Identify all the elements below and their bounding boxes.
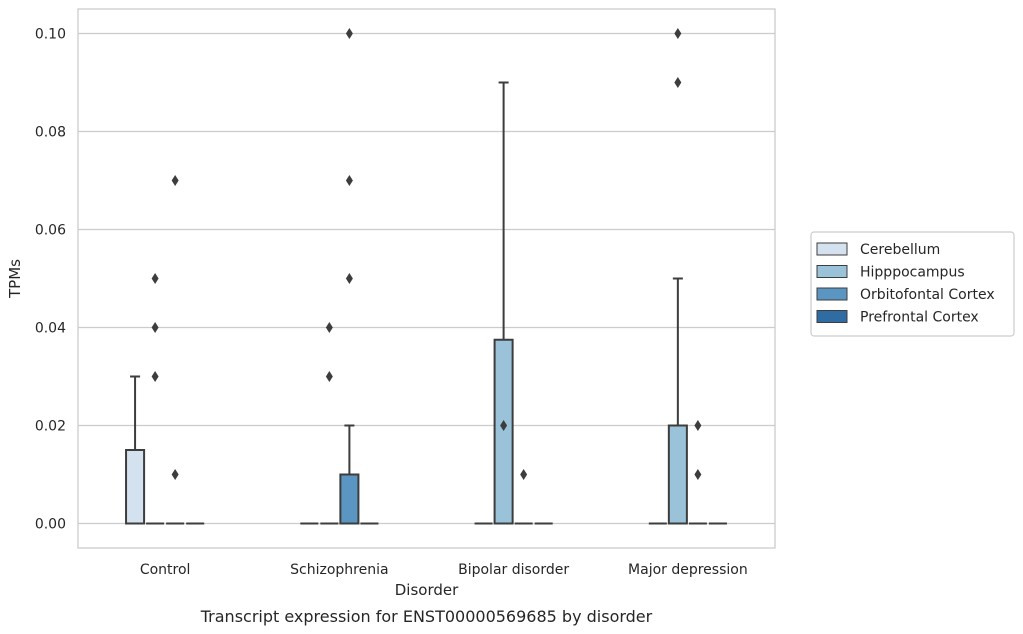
box-1-3	[667, 28, 688, 525]
outlier-point	[151, 322, 159, 333]
legend-label: Prefrontal Cortex	[860, 310, 979, 326]
box-body	[125, 449, 146, 525]
legend-swatch	[816, 287, 848, 301]
box-body	[339, 473, 360, 525]
outlier-point	[345, 175, 353, 186]
y-tick-label: 0.08	[35, 125, 66, 141]
x-axis-title: Disorder	[395, 581, 459, 599]
outlier-point	[325, 322, 333, 333]
x-tick-labels: Control Schizophrenia Bipolar disorder Majo…	[140, 562, 748, 578]
outlier-point	[520, 469, 528, 480]
legend-label: Cerebellum	[860, 242, 940, 258]
legend-label: Orbitofontal Cortex	[860, 287, 995, 303]
y-tick-label: 0.04	[35, 321, 66, 337]
box-2-1	[339, 28, 360, 525]
x-tick-label: Control	[140, 562, 191, 578]
y-tick-label: 0.06	[35, 223, 66, 239]
y-axis-title: TPMs	[6, 259, 24, 299]
box-2-0	[166, 175, 185, 525]
legend-swatch	[816, 265, 848, 278]
outlier-point	[171, 469, 179, 480]
outlier-point	[500, 420, 508, 431]
box-2-3	[688, 420, 707, 525]
box-1-2	[493, 81, 514, 525]
outlier-point	[325, 371, 333, 382]
outlier-point	[694, 420, 702, 431]
outlier-point	[345, 273, 353, 284]
legend-label: Hipppocampus	[860, 265, 965, 281]
legend-swatch	[816, 242, 848, 256]
outlier-point	[151, 273, 159, 284]
box-body	[667, 424, 688, 525]
x-tick-label: Schizophrenia	[290, 562, 388, 578]
x-tick-label: Bipolar disorder	[458, 562, 569, 578]
y-tick-labels: 0.00 0.02 0.04 0.06 0.08 0.10	[35, 27, 66, 533]
box-1-1	[320, 322, 339, 525]
outlier-point	[171, 175, 179, 186]
boxes	[125, 28, 727, 525]
legend-frame	[810, 231, 1015, 337]
box-1-0	[146, 273, 165, 525]
y-tick-label: 0.10	[35, 27, 66, 43]
outlier-point	[345, 28, 353, 39]
legend-swatch	[816, 310, 848, 323]
x-tick-label: Major depression	[628, 562, 748, 578]
box-body	[493, 338, 514, 525]
box-0-0	[125, 375, 146, 525]
y-tick-label: 0.00	[35, 517, 66, 533]
legend: Cerebellum Hipppocampus Orbitofontal Corte…	[810, 231, 1015, 337]
outlier-point	[674, 28, 682, 39]
box-2-2	[514, 469, 533, 525]
outlier-point	[674, 77, 682, 88]
chart-caption: Transcript expression for ENST0000056968…	[200, 607, 653, 626]
y-tick-label: 0.02	[35, 419, 66, 435]
outlier-point	[151, 371, 159, 382]
outlier-point	[694, 469, 702, 480]
plot-frame	[77, 8, 776, 549]
